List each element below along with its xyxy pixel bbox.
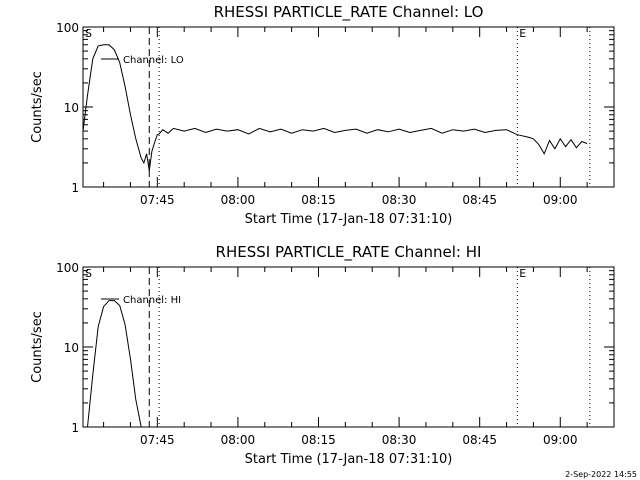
x-tick-label: 08:30 <box>382 193 417 207</box>
x-tick-label: 07:45 <box>140 433 175 447</box>
chart-panel-hi: RHESSI PARTICLE_RATE Channel: HI Start Ti… <box>30 243 615 467</box>
x-tick-label: 08:15 <box>301 433 336 447</box>
timestamp-footer: 2-Sep-2022 14:55 <box>565 470 637 479</box>
x-axis-label: Start Time (17-Jan-18 07:31:10) <box>245 212 453 227</box>
y-tick-label: 100 <box>56 21 79 35</box>
x-tick-label: 08:30 <box>382 433 417 447</box>
y-tick-label: 10 <box>64 101 79 115</box>
legend-label: Channel: LO <box>123 55 184 66</box>
x-tick-label: 08:15 <box>301 193 336 207</box>
legend-label: Channel: HI <box>123 295 181 306</box>
series-line <box>82 44 588 171</box>
marker-label: E <box>519 27 526 40</box>
y-axis-label: Counts/sec <box>30 311 45 383</box>
x-axis-label: Start Time (17-Jan-18 07:31:10) <box>245 452 453 467</box>
x-tick-label: 08:45 <box>462 193 497 207</box>
plot-frame <box>82 266 615 428</box>
y-tick-label: 1 <box>71 181 79 195</box>
y-tick-label: 100 <box>56 261 79 275</box>
marker-label: S <box>85 27 92 40</box>
x-tick-label: 09:00 <box>543 193 578 207</box>
x-tick-label: 08:00 <box>221 193 256 207</box>
y-tick-label: 1 <box>71 421 79 435</box>
marker-label: E <box>519 267 526 280</box>
x-tick-label: 07:45 <box>140 193 175 207</box>
y-tick-label: 10 <box>64 341 79 355</box>
plot-frame <box>82 26 615 188</box>
chart-panel-lo: RHESSI PARTICLE_RATE Channel: LO Start Ti… <box>30 3 615 227</box>
marker-label: S <box>85 267 92 280</box>
x-tick-label: 08:00 <box>221 433 256 447</box>
x-tick-label: 08:45 <box>462 433 497 447</box>
y-axis-label: Counts/sec <box>30 71 45 143</box>
x-tick-label: 09:00 <box>543 433 578 447</box>
chart-title: RHESSI PARTICLE_RATE Channel: HI <box>216 243 482 262</box>
series-line <box>87 300 142 428</box>
chart-title: RHESSI PARTICLE_RATE Channel: LO <box>214 3 484 22</box>
